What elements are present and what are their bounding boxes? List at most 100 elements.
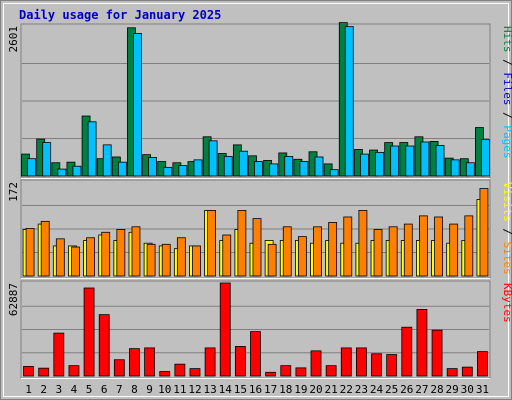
x-tick-label-day-6: 6 — [101, 383, 108, 396]
bar-pages-day-29 — [450, 159, 460, 177]
bar-sites-day-13 — [207, 210, 217, 277]
bar-pages-day-3 — [57, 168, 67, 177]
legend-sites: Sites — [501, 242, 512, 275]
bar-pages-day-8 — [133, 33, 142, 177]
bar-pages-day-22 — [344, 26, 354, 177]
bar-pages-day-11 — [178, 165, 188, 177]
bar-sites-day-30 — [464, 215, 474, 277]
x-tick-label-day-8: 8 — [131, 383, 138, 396]
bar-kbytes-day-21 — [325, 365, 337, 377]
bar-kbytes-day-4 — [68, 365, 80, 377]
bar-pages-day-31 — [481, 139, 490, 177]
bar-kbytes-day-17 — [265, 371, 277, 377]
bar-kbytes-day-24 — [371, 353, 382, 377]
bar-pages-day-27 — [420, 141, 430, 177]
bar-sites-day-12 — [192, 245, 201, 277]
x-tick-label-day-3: 3 — [56, 383, 63, 396]
bar-pages-day-21 — [329, 169, 339, 177]
x-tick-label-day-22: 22 — [340, 383, 353, 396]
bar-kbytes-day-27 — [416, 309, 428, 377]
bar-pages-day-10 — [163, 166, 173, 177]
bar-kbytes-day-8 — [129, 348, 140, 377]
bar-kbytes-day-1 — [23, 365, 34, 377]
x-tick-label-day-10: 10 — [158, 383, 171, 396]
x-tick-label-day-16: 16 — [249, 383, 262, 396]
bar-kbytes-day-6 — [98, 314, 110, 377]
bar-sites-day-10 — [161, 243, 171, 277]
x-tick-label-day-24: 24 — [370, 383, 384, 396]
x-tick-label-day-2: 2 — [40, 383, 47, 396]
bar-sites-day-8 — [131, 226, 141, 277]
x-tick-label-day-27: 27 — [415, 383, 428, 396]
legend-visits: Visits — [501, 182, 512, 222]
bar-pages-day-20 — [314, 156, 324, 177]
legend-files: Files — [501, 72, 512, 105]
legend-separator: / — [501, 222, 512, 242]
bar-pages-day-23 — [359, 153, 369, 177]
x-tick-label-day-12: 12 — [188, 383, 201, 396]
bar-sites-day-20 — [313, 226, 322, 277]
bar-sites-day-17 — [267, 243, 277, 277]
bar-sites-day-26 — [403, 223, 413, 277]
x-tick-label-day-13: 13 — [203, 383, 216, 396]
bar-sites-day-19 — [297, 236, 307, 277]
x-tick-label-day-28: 28 — [430, 383, 443, 396]
bar-kbytes-day-23 — [355, 347, 367, 377]
bar-sites-day-15 — [237, 210, 247, 277]
bar-kbytes-day-16 — [250, 331, 261, 377]
bar-sites-day-2 — [40, 220, 50, 277]
bar-pages-day-18 — [284, 155, 294, 177]
bar-sites-day-16 — [252, 218, 262, 277]
bar-kbytes-day-5 — [83, 287, 95, 377]
bar-kbytes-day-15 — [234, 346, 246, 377]
bar-sites-day-22 — [343, 216, 353, 277]
x-tick-label-day-30: 30 — [461, 383, 474, 396]
bar-kbytes-day-14 — [219, 282, 231, 377]
bar-kbytes-day-2 — [38, 367, 50, 377]
bar-pages-day-4 — [72, 165, 82, 177]
panel-kbytes-legend: KBytes — [501, 283, 512, 323]
bar-sites-day-7 — [116, 229, 126, 277]
bar-sites-day-21 — [328, 222, 338, 277]
x-tick-label-day-21: 21 — [325, 383, 338, 396]
chart-title: Daily usage for January 2025 — [19, 8, 221, 22]
bar-pages-day-6 — [102, 144, 112, 177]
bar-pages-day-5 — [87, 121, 97, 177]
bar-sites-day-4 — [71, 246, 80, 277]
x-tick-label-day-15: 15 — [234, 383, 247, 396]
bar-pages-day-28 — [435, 145, 445, 177]
bar-sites-day-5 — [86, 237, 95, 277]
chart-panels: 2601 Hits / Files / Pages 172 Visits / Site… — [7, 22, 512, 379]
x-tick-label-day-7: 7 — [116, 383, 123, 396]
panel-hits-ymax-label: 2601 — [7, 26, 20, 53]
legend-separator: / — [501, 106, 512, 126]
legend-hits: Hits — [501, 26, 512, 53]
bar-kbytes-day-28 — [431, 329, 443, 377]
bar-sites-day-14 — [222, 234, 232, 277]
bar-pages-day-7 — [117, 161, 127, 177]
bar-kbytes-day-29 — [446, 368, 458, 377]
inner-frame — [3, 3, 509, 397]
bar-sites-day-31 — [479, 188, 489, 277]
bar-sites-day-9 — [146, 243, 156, 277]
bar-sites-day-18 — [282, 226, 292, 277]
bar-pages-day-12 — [193, 159, 203, 177]
legend-kbytes: KBytes — [501, 283, 512, 323]
bar-pages-day-13 — [208, 140, 218, 177]
x-tick-label-day-19: 19 — [294, 383, 307, 396]
panel-visits: 172 Visits / Sites — [7, 179, 512, 279]
bar-sites-day-11 — [176, 237, 186, 277]
panel-kbytes-ymax-label: 62887 — [7, 283, 20, 316]
bar-sites-day-28 — [434, 216, 443, 277]
bar-pages-day-17 — [269, 163, 279, 177]
bar-kbytes-day-9 — [144, 347, 156, 377]
x-tick-label-day-18: 18 — [279, 383, 292, 396]
x-tick-label-day-9: 9 — [146, 383, 153, 396]
bar-sites-day-24 — [373, 229, 383, 277]
x-tick-label-day-31: 31 — [476, 383, 489, 396]
bar-sites-day-6 — [101, 231, 111, 277]
bar-kbytes-day-3 — [53, 332, 65, 377]
bar-pages-day-14 — [223, 155, 233, 177]
